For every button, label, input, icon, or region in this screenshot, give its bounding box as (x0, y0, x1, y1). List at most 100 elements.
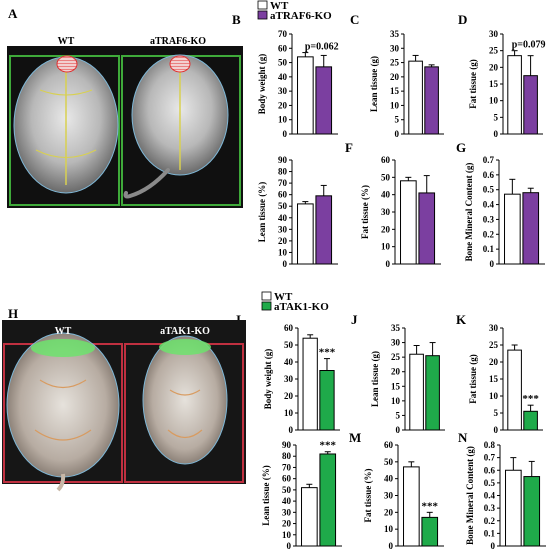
chart-F: 0 10 20 30 40 50 60 Fat tissue (%) (360, 155, 441, 269)
y-tick-label: 15 (489, 374, 499, 384)
legend-swatch-ko (261, 301, 272, 311)
y-tick-label: 0.3 (483, 214, 495, 224)
y-axis-label: Fat tissue (g) (468, 59, 478, 109)
y-tick-label: 30 (384, 491, 394, 501)
y-tick-label: 20 (390, 72, 400, 82)
y-tick-label: 0.1 (483, 244, 495, 254)
y-tick-label: 60 (282, 474, 292, 484)
panel-letter-C: C (350, 12, 359, 27)
panel-letter-G: G (456, 140, 466, 155)
panel-letter-A: A (8, 6, 18, 21)
y-tick-label: 20 (489, 357, 499, 367)
y-tick-label: 10 (278, 115, 288, 125)
bar-aTRAF6-KO (522, 192, 540, 265)
legend-tak1: WT aTAK1-KO (261, 291, 329, 313)
y-tick-label: 10 (384, 524, 394, 534)
bar-WT (507, 55, 522, 135)
bar-WT (297, 203, 314, 265)
y-tick-label: 60 (278, 43, 288, 53)
y-tick-label: 60 (381, 155, 391, 165)
head-marker-wt (31, 339, 95, 357)
y-tick-label: 40 (284, 357, 294, 367)
panel-letter-M: M (349, 430, 361, 445)
y-tick-label: 20 (278, 236, 288, 246)
bar-WT (504, 193, 521, 265)
y-tick-label: 0.8 (484, 440, 496, 450)
y-tick-label: 0 (289, 425, 294, 435)
head-marker-ko (169, 55, 191, 73)
y-tick-label: 30 (390, 43, 400, 53)
y-tick-label: 70 (282, 462, 292, 472)
y-tick-label: 30 (489, 323, 499, 333)
chart-D: 0 5 10 15 20 25 30 Fat tissue (g) p=0.079 (468, 29, 545, 139)
y-tick-label: 40 (384, 474, 394, 484)
legend-swatch-ko (257, 10, 268, 20)
y-tick-label: 50 (278, 201, 288, 211)
y-tick-label: 0 (491, 541, 496, 551)
y-tick-label: 0 (494, 129, 499, 139)
y-axis-label: Bone Mineral Content (g) (465, 446, 475, 545)
y-axis-label: Lean tissue (%) (257, 182, 267, 243)
y-tick-label: 60 (384, 440, 394, 450)
y-axis-label: Lean tissue (g) (369, 56, 379, 112)
y-tick-label: 20 (284, 391, 294, 401)
panel-letter-D: D (458, 12, 467, 27)
y-tick-label: 35 (391, 323, 401, 333)
y-tick-label: 10 (489, 391, 499, 401)
significance-annotation: *** (522, 393, 539, 405)
y-tick-label: 30 (278, 86, 288, 96)
y-tick-label: 0 (389, 541, 394, 551)
y-tick-label: 50 (282, 485, 292, 495)
y-tick-label: 5 (494, 408, 499, 418)
legend-label-ko: aTRAF6-KO (270, 10, 332, 22)
chart-I: 0 10 20 30 40 50 60 Body weight (g) *** (263, 323, 340, 435)
y-tick-label: 25 (391, 352, 401, 362)
panel-letter-I: I (236, 312, 241, 327)
y-tick-label: 20 (489, 62, 499, 72)
y-tick-label: 0 (287, 541, 292, 551)
y-tick-label: 90 (282, 440, 292, 450)
bar-WT (408, 60, 423, 135)
panel-letter-K: K (456, 312, 467, 327)
image-label-wt: WT (58, 36, 75, 47)
y-tick-label: 0.2 (483, 229, 495, 239)
chart-C: 0 5 10 15 20 25 30 35 Lean tissue (g) (369, 29, 444, 139)
y-tick-label: 35 (390, 29, 400, 39)
y-tick-label: 0 (283, 259, 288, 269)
bar-WT (301, 487, 318, 547)
y-tick-label: 5 (395, 115, 400, 125)
significance-annotation: p=0.062 (305, 42, 339, 53)
legend-traf6: WT aTRAF6-KO (257, 0, 332, 22)
image-label-ko: aTRAF6-KO (150, 36, 206, 47)
panel-letter-H: H (8, 306, 18, 321)
y-tick-label: 20 (384, 507, 394, 517)
bar-aTRAF6-KO (523, 75, 538, 135)
y-tick-label: 50 (384, 457, 394, 467)
bar-aTRAF6-KO (424, 66, 439, 135)
panel-letter-N: N (458, 430, 468, 445)
legend-label-wt: WT (270, 0, 289, 12)
y-tick-label: 0.6 (484, 465, 496, 475)
y-tick-label: 10 (278, 247, 288, 257)
y-tick-label: 0.5 (483, 185, 495, 195)
y-tick-label: 10 (391, 396, 401, 406)
bar-aTRAF6-KO (315, 195, 333, 265)
y-tick-label: 70 (278, 178, 288, 188)
y-tick-label: 0.6 (483, 170, 495, 180)
head-marker-wt (56, 55, 78, 73)
mouse-scan-ko (142, 335, 228, 465)
y-axis-label: Body weight (g) (263, 349, 273, 410)
y-tick-label: 15 (489, 79, 499, 89)
y-tick-label: 0.7 (484, 453, 496, 463)
bar-aTRAF6-KO (315, 66, 333, 135)
y-tick-label: 20 (282, 519, 292, 529)
chart-B: 0 10 20 30 40 50 60 70 Body weight (g) p=0.062 (257, 29, 339, 139)
y-tick-label: 30 (278, 224, 288, 234)
y-tick-label: 60 (278, 190, 288, 200)
y-tick-label: 90 (278, 155, 288, 165)
legend-label-ko: aTAK1-KO (274, 301, 329, 313)
bar-aTAK1-KO (319, 370, 335, 431)
y-tick-label: 10 (282, 530, 292, 540)
